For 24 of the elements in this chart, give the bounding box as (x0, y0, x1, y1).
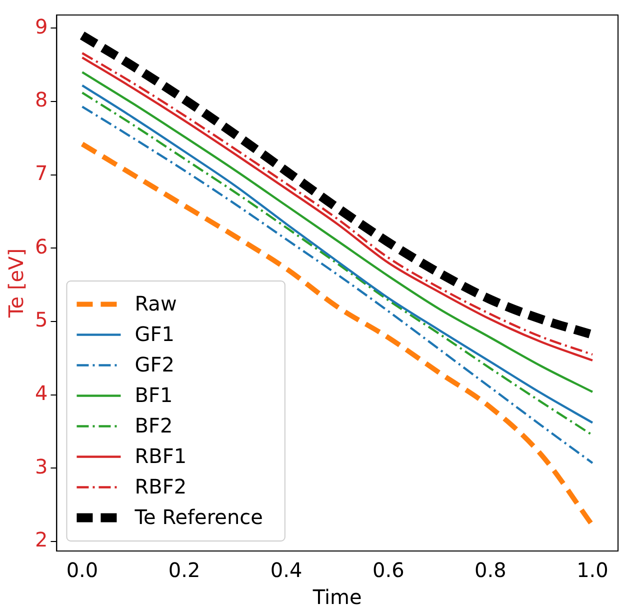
y-tick-label: 2 (34, 528, 48, 552)
legend-label: RBF1 (134, 444, 187, 468)
y-tick-label: 5 (34, 308, 48, 332)
x-tick-label: 0.0 (66, 558, 98, 582)
x-tick-label: 1.0 (576, 558, 608, 582)
x-tick-label: 0.8 (474, 558, 506, 582)
x-tick-label: 0.6 (372, 558, 404, 582)
legend-label: GF2 (134, 352, 174, 376)
legend-label: BF1 (134, 382, 173, 407)
y-tick-label: 9 (34, 14, 48, 38)
y-axis-title: Te [eV] (4, 248, 28, 319)
legend-label: Raw (134, 291, 177, 316)
legend-label: RBF2 (134, 474, 187, 498)
x-tick-label: 0.2 (168, 558, 200, 582)
y-tick-label: 4 (34, 381, 48, 406)
legend-label: GF1 (134, 322, 174, 346)
legend-label: Te Reference (134, 504, 263, 529)
y-tick-label: 6 (34, 234, 48, 258)
legend-label: BF2 (134, 413, 173, 438)
y-tick-label: 8 (34, 88, 48, 112)
y-tick-label: 3 (34, 454, 48, 478)
x-tick-label: 0.4 (270, 558, 302, 582)
y-tick-label: 7 (34, 161, 48, 186)
x-axis-title: Time (312, 585, 362, 610)
